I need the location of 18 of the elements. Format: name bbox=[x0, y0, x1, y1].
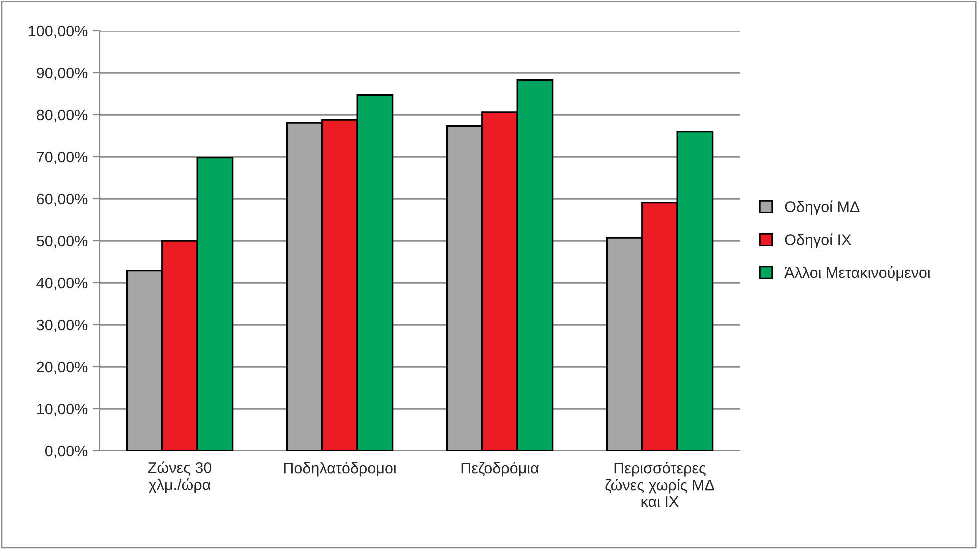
y-tick-label: 60,00% bbox=[37, 194, 88, 206]
y-tick-label: 50,00% bbox=[36, 236, 88, 248]
legend-label: Οδηγοί ΜΔ bbox=[785, 200, 860, 216]
x-tick-label: Περισσότερες ζώνες χωρίς ΜΔ και ΙΧ bbox=[606, 462, 714, 508]
legend-label: Οδηγοί ΙΧ bbox=[785, 234, 852, 248]
y-tick-label: 30,00% bbox=[36, 320, 88, 332]
y-tick-label: 20,00% bbox=[37, 362, 88, 374]
y-tick-label: 0,00% bbox=[45, 446, 88, 458]
y-tick-label: 40,00% bbox=[36, 278, 88, 290]
y-tick-label: 10,00% bbox=[38, 404, 88, 416]
x-tick-label: Ζώνες 30 χλμ./ώρα bbox=[148, 462, 212, 494]
y-tick-label: 80,00% bbox=[37, 110, 88, 122]
y-tick-label: 90,00% bbox=[37, 68, 88, 80]
x-tick-label: Ποδηλατόδρομοι bbox=[284, 462, 396, 477]
y-tick-label: 70,00% bbox=[37, 152, 88, 164]
y-tick-label: 100,00% bbox=[29, 26, 88, 38]
legend-label: Άλλοι Μετακινούμενοι bbox=[784, 266, 930, 281]
x-tick-label: Πεζοδρόμια bbox=[462, 462, 539, 477]
